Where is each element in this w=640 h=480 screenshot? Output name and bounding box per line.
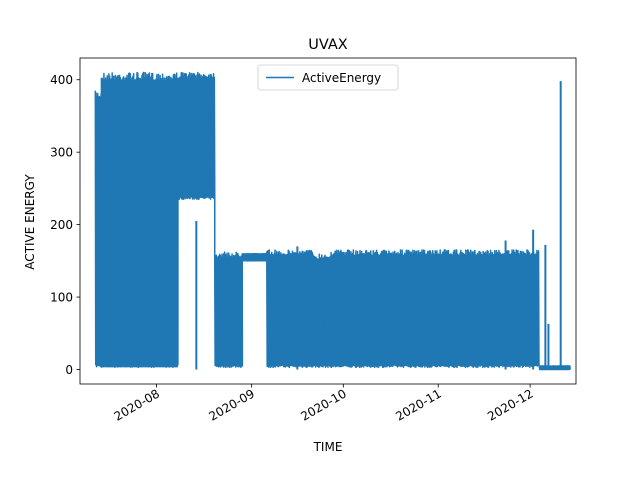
- plot-frame: [79, 57, 577, 385]
- series-connector: [311, 253, 332, 368]
- chart-title: UVAX: [308, 37, 348, 53]
- legend-box: [257, 64, 399, 91]
- x-axis-label: TIME: [313, 440, 343, 454]
- y-tick-label: 400: [50, 73, 73, 87]
- legend-label: ActiveEnergy: [302, 71, 381, 85]
- plot-area: [79, 57, 577, 385]
- legend: ActiveEnergy: [257, 64, 399, 91]
- y-tick-label: 300: [50, 145, 73, 159]
- y-tick-label: 0: [65, 363, 73, 377]
- y-axis-label: ACTIVE ENERGY: [23, 174, 37, 270]
- y-tick-label: 200: [50, 218, 73, 232]
- series-dense-band: [101, 192, 178, 368]
- y-tick-label: 100: [50, 290, 73, 304]
- y-axis-ticks: 0 100 200 300 400: [50, 73, 80, 377]
- series-activeenergy: [94, 71, 572, 371]
